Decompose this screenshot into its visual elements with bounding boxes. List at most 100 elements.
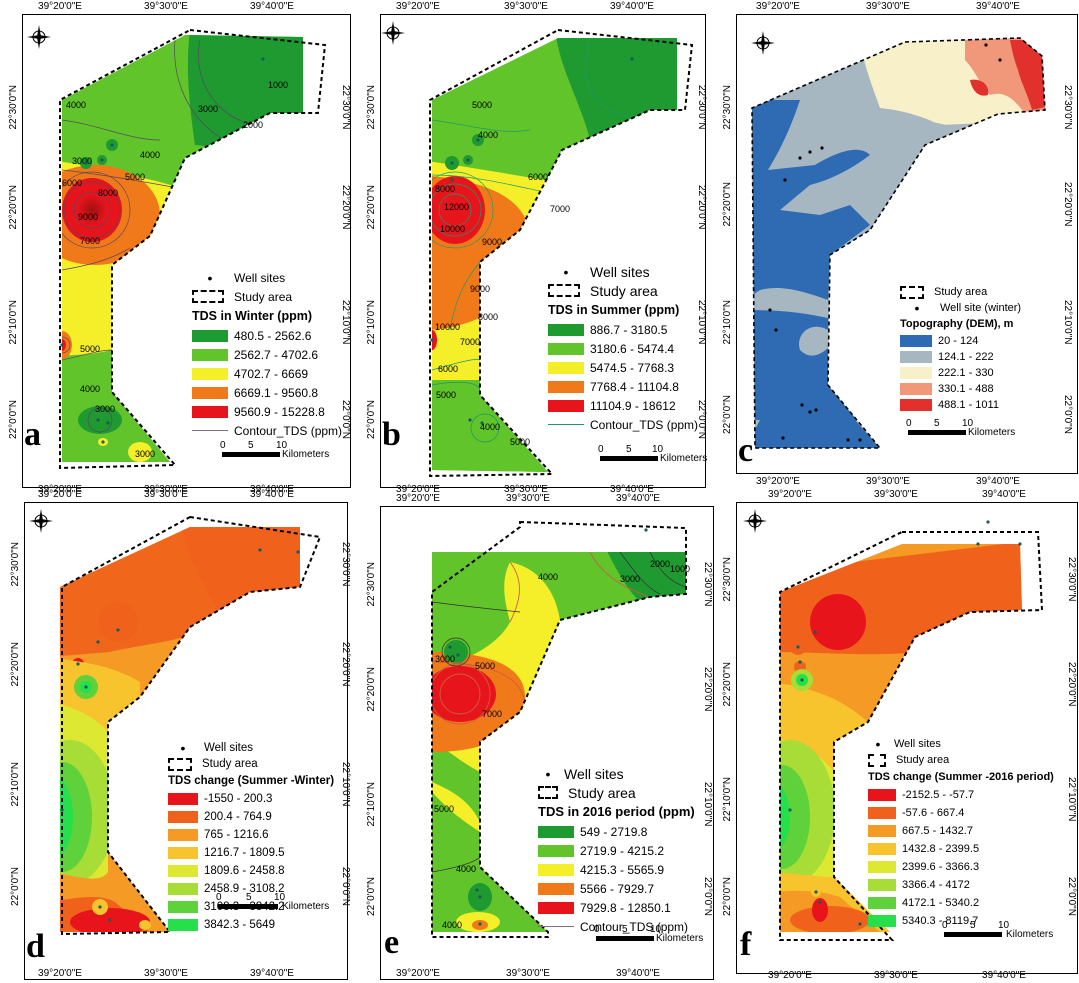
scale-unit: Kilometers (660, 453, 708, 464)
x-tick: 39°40'0"E (250, 484, 294, 495)
legend-swatch (192, 348, 228, 361)
x-tick: 39°40'0"E (976, 476, 1020, 487)
scale-label: 10 (962, 418, 974, 429)
legend-contour: Contour_TDS (ppm) (590, 417, 699, 432)
legend-swatch (548, 399, 584, 412)
scale-label: 10 (998, 920, 1010, 931)
x-tick: 39°30'0"E (144, 484, 188, 495)
contour-label: 5000 (80, 344, 100, 354)
legend-wells: Well sites (894, 738, 941, 750)
legend-title: TDS change (Summer -2016 period) (868, 771, 1054, 783)
legend-title: Topography (DEM), m (900, 318, 1014, 330)
legend-swatch (900, 335, 932, 347)
legend-class: -57.6 - 667.4 (902, 807, 965, 819)
contour-label: 4000 (480, 422, 500, 432)
legend-swatch (538, 863, 574, 876)
legend-swatch (868, 807, 896, 819)
legend-class: 3180.6 - 5474.4 (590, 341, 675, 356)
y-tick: 22°30'0"N (696, 85, 707, 130)
x-tick: 39°20'0"E (396, 484, 440, 495)
legend-study: Study area (934, 286, 988, 298)
contour-label: 4000 (456, 864, 476, 874)
x-tick: 39°30'0"E (144, 968, 188, 979)
y-tick: 22°20'0"N (702, 667, 713, 712)
contour-label: 5000 (125, 172, 145, 182)
legend-class: 4172.1 - 5340.2 (902, 897, 980, 909)
legend-class: 5474.5 - 7768.3 (590, 360, 675, 375)
contour-label: 9000 (470, 284, 490, 294)
contour-label: 4000 (80, 384, 100, 394)
legend-study: Study area (590, 282, 658, 299)
contour-label: 5000 (475, 661, 495, 671)
legend-class: 7768.4 - 11104.8 (590, 379, 679, 394)
y-tick: 22°30'0"N (1066, 557, 1077, 602)
scale-label: 10 (652, 444, 664, 455)
legend-class: 667.5 - 1432.7 (902, 825, 973, 837)
contour-label: 6000 (438, 364, 458, 374)
x-tick: 39°40'0"E (610, 484, 654, 495)
contour-label: 2000 (243, 120, 263, 130)
north-arrow-icon (381, 21, 405, 45)
study-area-icon (868, 753, 886, 767)
x-tick: 39°20'0"E (768, 970, 812, 981)
scale-label: 0 (598, 444, 604, 455)
scale-label: 5 (246, 892, 252, 903)
x-tick: 39°40'0"E (610, 1, 654, 12)
x-tick: 39°20'0"E (38, 484, 82, 495)
north-arrow-icon (743, 509, 767, 533)
legend-class: 1432.8 - 2399.5 (902, 843, 980, 855)
scale-label: 5 (970, 920, 976, 931)
legend-class: 124.1 - 222 (938, 351, 994, 363)
legend-swatch (900, 399, 932, 411)
scale-label: 5 (626, 444, 632, 455)
legend-class: 1216.7 - 1809.5 (204, 847, 285, 859)
legend-class: 480.5 - 2562.6 (234, 328, 312, 343)
legend-wells: Well sites (234, 270, 286, 285)
contour-label: 3000 (135, 449, 155, 459)
contour-label: 3000 (620, 574, 640, 584)
x-tick: 39°40'0"E (616, 968, 660, 979)
legend-class: 5340.3 - 8119.7 (902, 915, 979, 927)
contour-label: 3000 (198, 104, 218, 114)
legend-class: 7929.8 - 12850.1 (580, 900, 671, 915)
y-tick: 22°20'0"N (340, 185, 351, 230)
legend-swatch (900, 351, 932, 363)
contour-label: 5000 (472, 100, 492, 110)
panel-letter: e (384, 924, 400, 961)
legend-wells: Well sites (590, 263, 650, 280)
well-site-icon: • (207, 269, 213, 286)
scale-label: 5 (934, 418, 940, 429)
legend-swatch (868, 879, 896, 891)
legend-class: 886.7 - 3180.5 (590, 322, 668, 337)
panel-letter: c (738, 432, 754, 469)
legend-class: -2152.5 - -57.7 (902, 789, 975, 801)
x-tick: 39°20'0"E (756, 1, 800, 12)
x-tick: 39°30'0"E (504, 484, 548, 495)
legend-swatch (168, 865, 198, 877)
y-tick: 22°10'0"N (1062, 300, 1073, 345)
x-tick: 39°40'0"E (616, 493, 660, 504)
contour-label: 6000 (62, 178, 82, 188)
legend-swatch (168, 919, 198, 931)
panel-f: 39°20'0"E 39°30'0"E 39°40'0"E 39°20'0"E … (720, 489, 1079, 983)
legend-swatch (548, 342, 584, 355)
contour-label: 3000 (72, 156, 92, 166)
legend-class: 2562.7 - 4702.6 (234, 347, 319, 362)
y-tick: 22°30'0"N (1062, 85, 1073, 130)
x-tick: 39°20'0"E (768, 489, 812, 500)
legend-class: 549 - 2719.8 (580, 824, 648, 839)
y-tick: 22°10'0"N (1066, 777, 1077, 822)
x-tick: 39°30'0"E (874, 489, 918, 500)
legend-contour: Contour_TDS (ppm) (580, 919, 689, 934)
legend-title: TDS in Winter (ppm) (192, 309, 313, 323)
legend: • Well sites Study area TDS in 2016 perio… (538, 764, 695, 936)
well-site-icon: • (545, 765, 551, 782)
legend-study: Study area (234, 289, 293, 304)
tds-change-summer-2016-map (779, 520, 1044, 941)
scale-unit: Kilometers (282, 449, 330, 460)
legend-swatch (548, 323, 584, 336)
y-tick: 22°20'0"N (1066, 662, 1077, 707)
legend-class: 2719.9 - 4215.2 (580, 843, 665, 858)
y-tick: 22°0'0"N (340, 400, 351, 439)
x-tick: 39°20'0"E (38, 489, 82, 500)
